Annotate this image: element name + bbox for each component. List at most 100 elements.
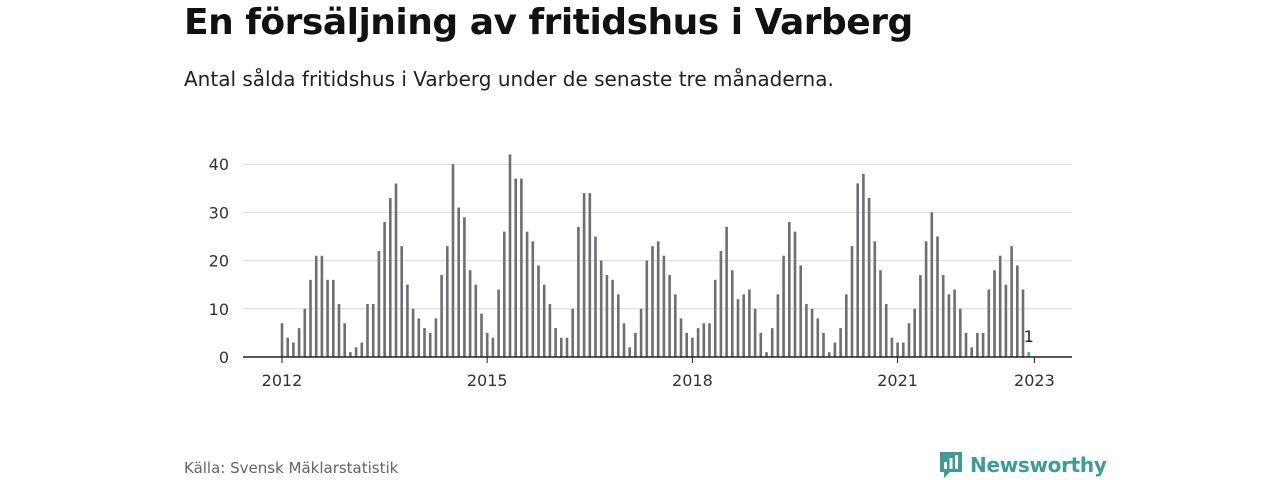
bar: [753, 308, 757, 357]
bar: [884, 303, 888, 357]
bar: [611, 279, 614, 357]
bar: [480, 313, 483, 357]
bar: [833, 342, 837, 357]
bar: [485, 332, 489, 357]
bar: [280, 323, 284, 357]
bar: [354, 347, 358, 357]
bar: [867, 197, 871, 357]
bar: [953, 289, 956, 357]
y-tick-label: 40: [209, 155, 229, 174]
bar: [634, 332, 637, 357]
bar: [656, 241, 660, 357]
bar: [622, 323, 626, 357]
bar: [542, 284, 546, 357]
x-tick-label: 2012: [262, 371, 303, 390]
bar: [491, 337, 495, 357]
bar: [839, 328, 842, 357]
bar: [827, 352, 831, 357]
bars: [280, 154, 1030, 357]
bar: [446, 246, 449, 357]
x-tick-label: 2021: [877, 371, 918, 390]
bar: [525, 231, 529, 357]
bar: [890, 337, 894, 357]
bar-chart: 0 10 20 30 40 2012 2015 2018 2021 2023 1: [209, 154, 1072, 390]
bar: [941, 275, 945, 357]
bar: [662, 255, 666, 357]
y-tick-label: 10: [209, 300, 229, 319]
bar: [873, 241, 877, 357]
bar: [708, 323, 711, 357]
bar: [770, 328, 774, 357]
bar: [411, 308, 415, 357]
bar: [810, 308, 814, 357]
bar: [337, 303, 341, 357]
bar: [577, 226, 580, 357]
bar: [326, 279, 329, 357]
bar: [468, 270, 472, 357]
bar: [805, 303, 808, 357]
bar: [1010, 246, 1013, 357]
bar: [320, 255, 324, 357]
bar: [377, 250, 381, 357]
bar: [765, 352, 768, 357]
y-tick-label: 0: [219, 348, 229, 367]
newsworthy-logo-icon: [940, 452, 962, 478]
bar: [451, 164, 455, 357]
bar: [816, 318, 820, 357]
bar: [383, 222, 386, 357]
bar: [959, 308, 962, 357]
bar: [571, 308, 574, 357]
brand-logo[interactable]: Newsworthy: [938, 450, 1107, 480]
bar: [930, 212, 934, 357]
bar: [776, 294, 780, 357]
bar: [332, 279, 335, 357]
bar: [924, 241, 928, 357]
bar: [428, 332, 432, 357]
bar: [531, 241, 535, 357]
bar: [628, 347, 631, 357]
bar: [297, 328, 301, 357]
bar: [736, 299, 740, 357]
bar: [406, 284, 409, 357]
bar: [1004, 284, 1008, 357]
bar: [400, 246, 403, 357]
bar: [685, 332, 688, 357]
y-tick-label: 30: [209, 203, 229, 222]
bar: [759, 332, 763, 357]
bar: [976, 332, 979, 357]
bar: [360, 342, 364, 357]
bar: [366, 303, 369, 357]
bar: [394, 183, 398, 357]
bar: [896, 342, 899, 357]
bar: [423, 328, 426, 357]
bar: [303, 308, 307, 357]
bar: [508, 154, 512, 357]
bar: [998, 255, 1002, 357]
bar: [788, 222, 791, 357]
bar: [856, 183, 859, 357]
bar: [503, 231, 506, 357]
x-tick-label: 2018: [672, 371, 713, 390]
x-tick-label: 2015: [467, 371, 508, 390]
bar: [879, 270, 882, 357]
bar: [617, 294, 620, 357]
bar: [599, 260, 603, 357]
bar: [594, 236, 597, 357]
bar: [463, 217, 466, 357]
y-tick-label: 20: [209, 252, 229, 271]
source-note: Källa: Svensk Mäklarstatistik: [184, 459, 399, 477]
bar: [987, 289, 991, 357]
bar: [537, 265, 540, 357]
bar: [748, 289, 751, 357]
bar: [913, 308, 916, 357]
bar: [725, 226, 728, 357]
bar: [389, 197, 392, 357]
brand-name: Newsworthy: [970, 453, 1107, 477]
bar: [713, 279, 717, 357]
bar: [719, 250, 723, 357]
bar: [799, 265, 802, 357]
bar: [696, 328, 700, 357]
bar: [981, 332, 985, 357]
bar: [668, 275, 671, 357]
bar: [434, 318, 438, 357]
